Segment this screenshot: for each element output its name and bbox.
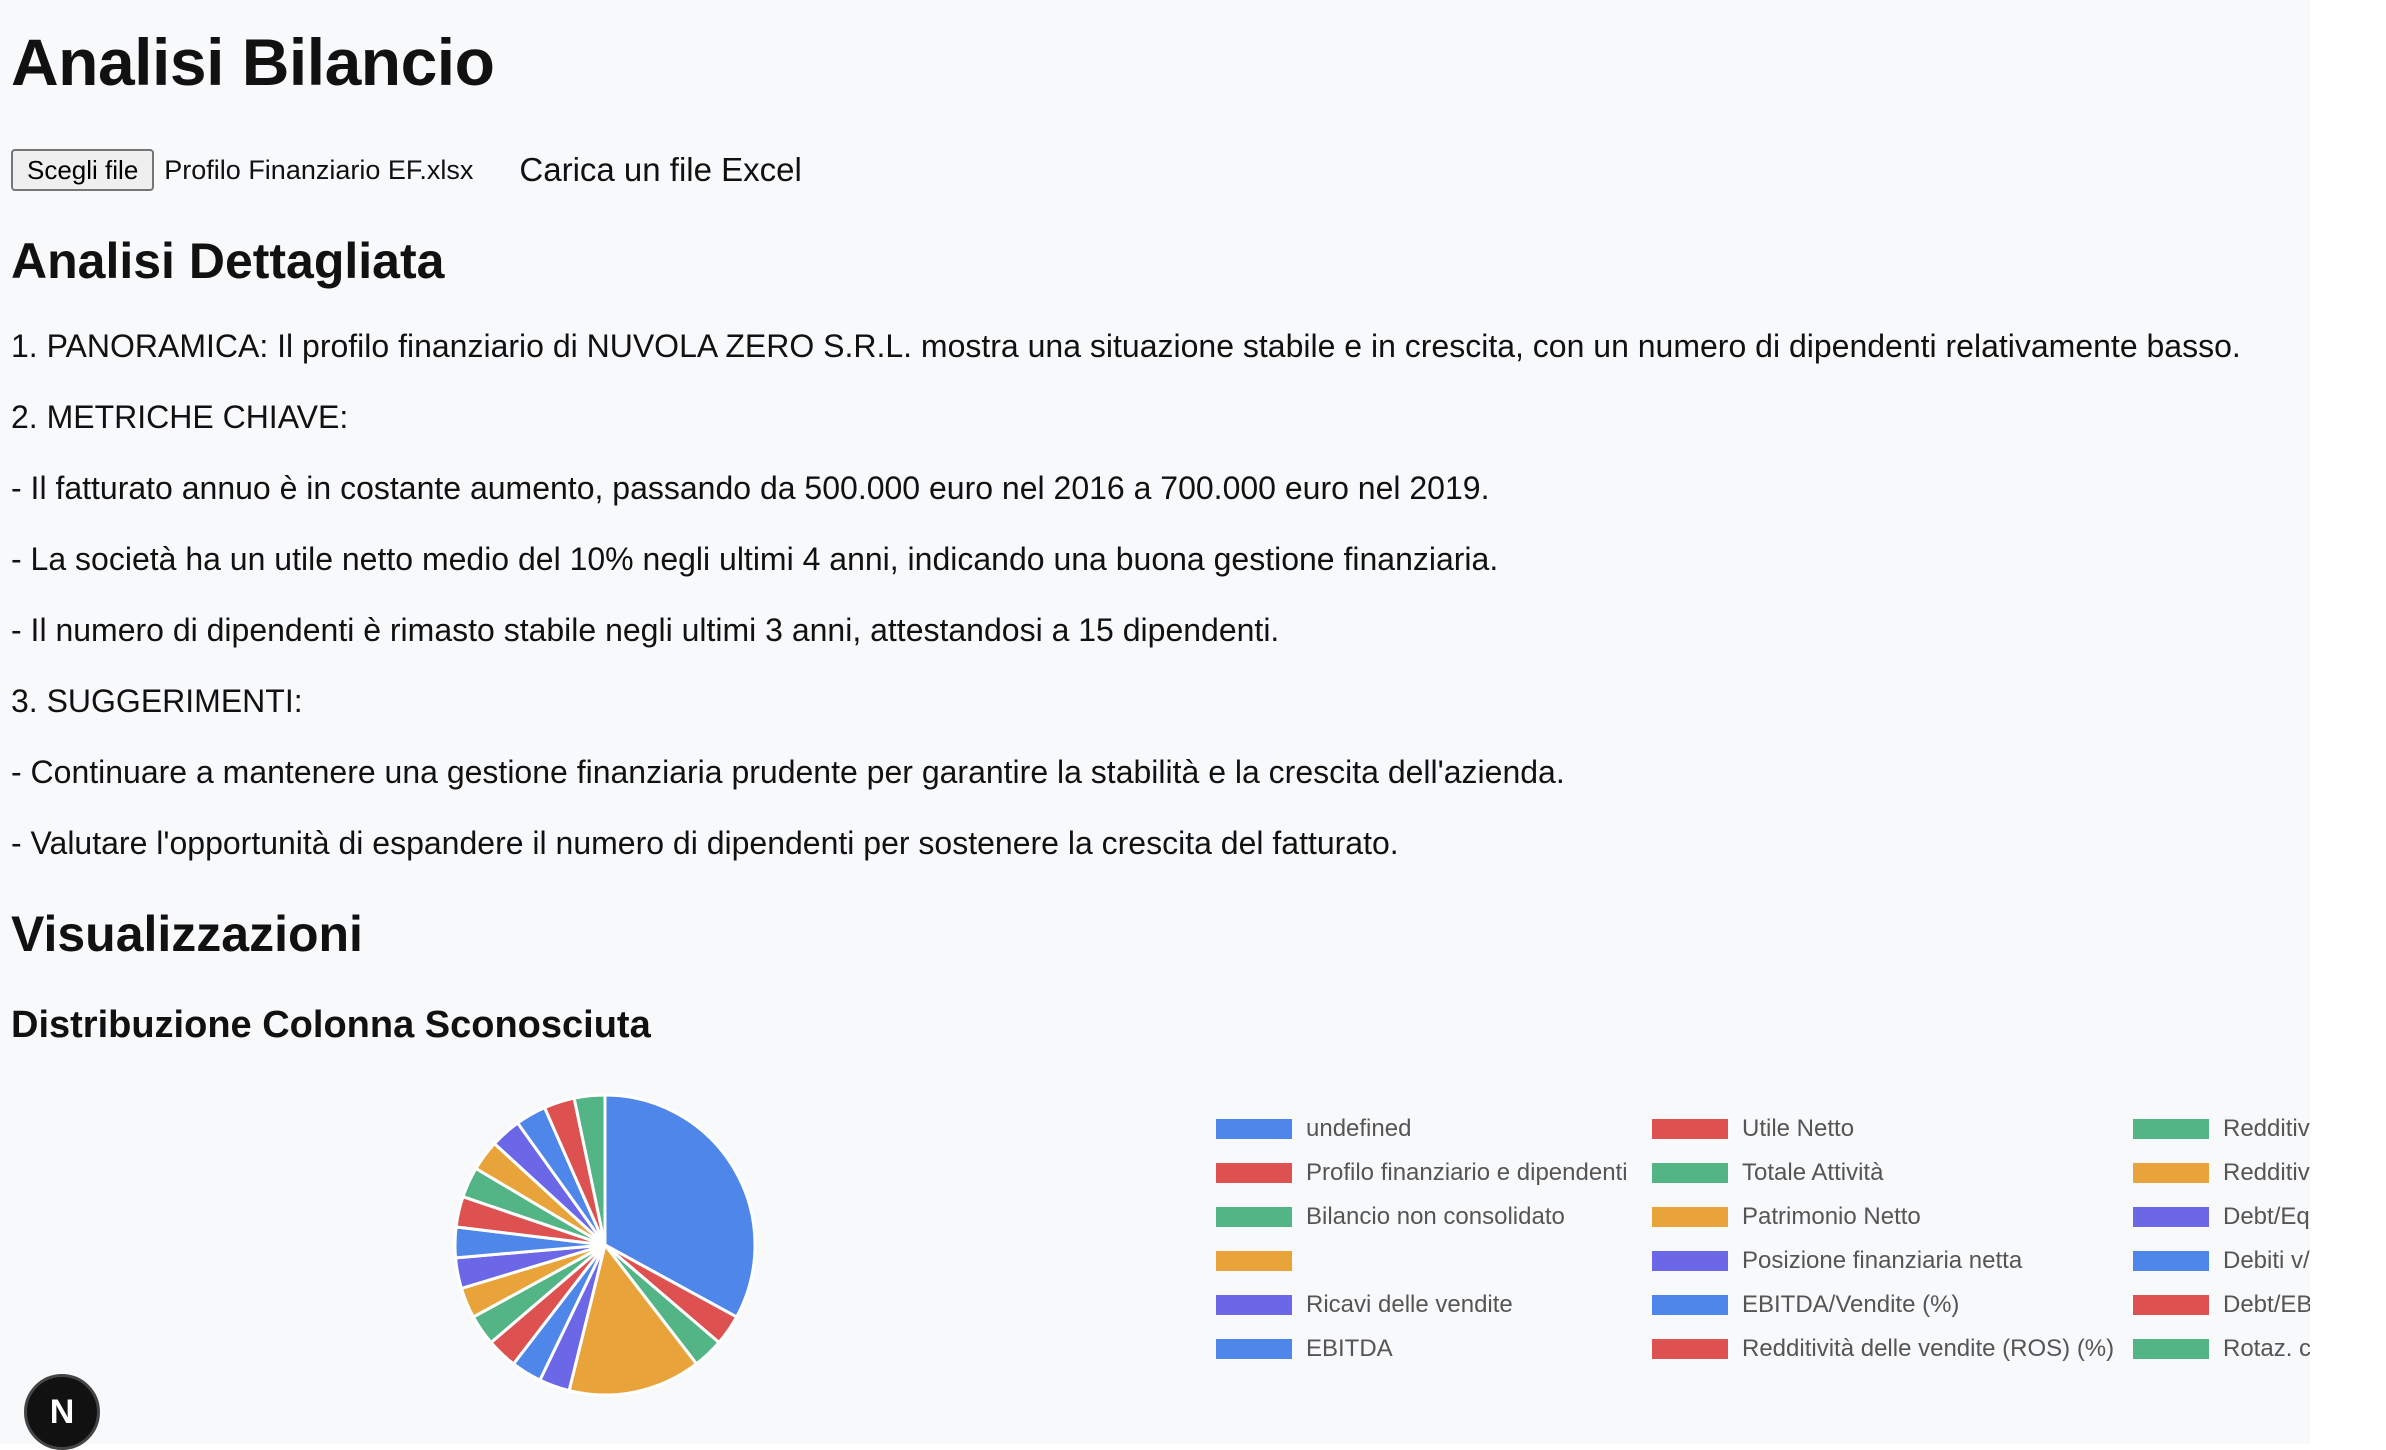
legend-item[interactable]: Redditività delle vendite (ROS) (%) <box>1652 1334 2114 1364</box>
legend-item[interactable]: EBITDA/Vendite (%) <box>1652 1290 1959 1320</box>
chart-legend: undefined Profilo finanziario e dipendent… <box>1216 1114 2310 1364</box>
legend-swatch <box>1216 1207 1292 1227</box>
legend-item[interactable]: Posizione finanziaria netta <box>1652 1246 2022 1276</box>
legend-swatch <box>2133 1163 2209 1183</box>
pie-chart <box>453 1093 757 1397</box>
analysis-paragraph: 2. METRICHE CHIAVE: <box>11 399 349 435</box>
pie-slice[interactable] <box>572 1093 607 1246</box>
analysis-paragraph: - La società ha un utile netto medio del… <box>11 541 1499 577</box>
legend-label: Bilancio non consolidato <box>1306 1203 1565 1230</box>
analysis-paragraph: - Continuare a mantenere una gestione fi… <box>11 754 1565 790</box>
legend-label: Rotaz. cap. inv <box>2223 1335 2310 1362</box>
legend-swatch <box>1216 1119 1292 1139</box>
legend-swatch <box>2133 1295 2209 1315</box>
legend-item[interactable]: Debt/EBITDA r <box>2133 1290 2310 1320</box>
legend-item[interactable]: EBITDA <box>1216 1334 1393 1364</box>
legend-swatch <box>1652 1163 1728 1183</box>
legend-item[interactable]: undefined <box>1216 1114 1411 1144</box>
legend-swatch <box>1652 1295 1728 1315</box>
analysis-heading: Analisi Dettagliata <box>11 233 445 289</box>
legend-label: Utile Netto <box>1742 1115 1855 1142</box>
legend-label: Profilo finanziario e dipendenti <box>1306 1159 1628 1186</box>
fab-label: N <box>49 1392 75 1431</box>
legend-item[interactable]: Rotaz. cap. inv <box>2133 1334 2310 1364</box>
legend-item[interactable]: Ricavi delle vendite <box>1216 1290 1513 1320</box>
app-container: Analisi Bilancio Scegli file Profilo Fin… <box>11 25 2310 1450</box>
legend-label: Debt/Equity ra <box>2223 1203 2310 1230</box>
legend-label: Posizione finanziaria netta <box>1742 1247 2023 1274</box>
legend-label: Debiti v/banch <box>2223 1247 2310 1274</box>
legend-label: EBITDA <box>1306 1335 1393 1362</box>
analysis-paragraph: 3. SUGGERIMENTI: <box>11 683 303 719</box>
nextjs-logo-icon[interactable]: N <box>24 1374 100 1450</box>
legend-swatch <box>1216 1339 1292 1359</box>
legend-item[interactable]: Bilancio non consolidato <box>1216 1202 1565 1232</box>
file-upload-row: Scegli file Profilo Finanziario EF.xlsx … <box>11 148 802 192</box>
analysis-paragraph: 1. PANORAMICA: Il profilo finanziario di… <box>11 328 2241 364</box>
legend-label: Ricavi delle vendite <box>1306 1291 1513 1318</box>
analysis-paragraph: - Il fatturato annuo è in costante aumen… <box>11 470 1490 506</box>
legend-label: undefined <box>1306 1115 1412 1142</box>
legend-item[interactable]: Patrimonio Netto <box>1652 1202 1921 1232</box>
legend-label: Patrimonio Netto <box>1742 1203 1921 1230</box>
upload-hint-label: Carica un file Excel <box>519 151 802 188</box>
visualizations-heading: Visualizzazioni <box>11 906 363 962</box>
legend-swatch <box>2133 1339 2209 1359</box>
legend-swatch <box>1652 1251 1728 1271</box>
legend-swatch <box>1216 1163 1292 1183</box>
page-title: Analisi Bilancio <box>11 25 495 99</box>
choose-file-button[interactable]: Scegli file <box>11 149 155 191</box>
legend-label: Redditività del <box>2223 1159 2310 1186</box>
legend-item[interactable]: Utile Netto <box>1652 1114 1854 1144</box>
legend-label: Redditività delle vendite (ROS) (%) <box>1742 1335 2115 1362</box>
legend-swatch <box>1216 1251 1292 1271</box>
legend-item[interactable] <box>1216 1246 1306 1276</box>
legend-item[interactable]: Debt/Equity ra <box>2133 1202 2310 1232</box>
legend-item[interactable]: Debiti v/banch <box>2133 1246 2310 1276</box>
legend-label: Totale Attività <box>1742 1159 1884 1186</box>
legend-swatch <box>1652 1339 1728 1359</box>
analysis-paragraph: - Il numero di dipendenti è rimasto stab… <box>11 612 1280 648</box>
legend-item[interactable]: Profilo finanziario e dipendenti <box>1216 1158 1628 1188</box>
chart-title: Distribuzione Colonna Sconosciuta <box>11 1004 651 1046</box>
selected-file-name: Profilo Finanziario EF.xlsx <box>164 154 474 185</box>
legend-swatch <box>2133 1119 2209 1139</box>
legend-label: Debt/EBITDA r <box>2223 1291 2310 1318</box>
legend-item[interactable]: Redditività del <box>2133 1114 2310 1144</box>
legend-swatch <box>1652 1119 1728 1139</box>
legend-item[interactable]: Redditività del <box>2133 1158 2310 1188</box>
legend-swatch <box>1216 1295 1292 1315</box>
legend-label: Redditività del <box>2223 1115 2310 1142</box>
legend-label: EBITDA/Vendite (%) <box>1742 1291 1960 1318</box>
analysis-paragraph: - Valutare l'opportunità di espandere il… <box>11 825 1399 861</box>
legend-item[interactable]: Totale Attività <box>1652 1158 1883 1188</box>
legend-swatch <box>1652 1207 1728 1227</box>
legend-swatch <box>2133 1251 2209 1271</box>
legend-swatch <box>2133 1207 2209 1227</box>
pie-slice[interactable] <box>603 1093 757 1320</box>
pie-slice[interactable] <box>567 1241 699 1397</box>
